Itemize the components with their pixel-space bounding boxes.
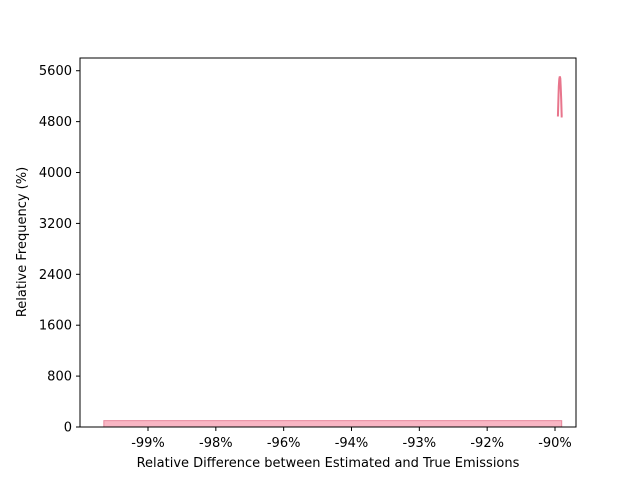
x-tick-label: -98%	[199, 436, 233, 451]
y-tick-label: 5600	[39, 64, 72, 79]
density-curves	[556, 76, 563, 118]
y-tick-label: 1600	[39, 319, 72, 334]
x-tick-label: -99%	[131, 436, 165, 451]
x-tick-label: -92%	[470, 436, 504, 451]
y-tick-label: 2400	[39, 268, 72, 283]
x-tick-label: -90%	[538, 436, 572, 451]
y-tick-label: 3200	[39, 217, 72, 232]
x-tick-label: -96%	[267, 436, 301, 451]
density-curve	[556, 76, 563, 118]
y-tick-label: 800	[47, 370, 72, 385]
x-axis-label: Relative Difference between Estimated an…	[137, 456, 520, 471]
x-tick-label: -94%	[335, 436, 369, 451]
y-tick-label: 0	[64, 421, 72, 436]
y-axis-ticks: 0 800 1600 2400 3200 4000 4800 5600	[39, 64, 80, 436]
histogram-bars	[103, 420, 563, 428]
x-axis-ticks: -99% -98% -96% -94% -93% -92% -90%	[131, 427, 572, 451]
y-tick-label: 4000	[39, 166, 72, 181]
y-axis-label: Relative Frequency (%)	[15, 167, 30, 317]
histogram-bar	[103, 420, 563, 428]
x-tick-label: -93%	[403, 436, 437, 451]
plot-frame	[79, 57, 577, 428]
y-tick-label: 4800	[39, 115, 72, 130]
